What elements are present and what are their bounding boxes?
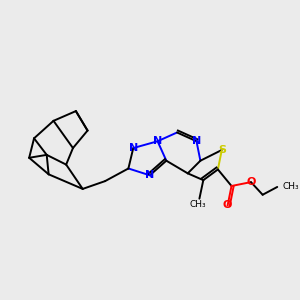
Text: N: N	[145, 170, 154, 180]
Text: CH₃: CH₃	[282, 182, 299, 191]
Text: N: N	[153, 136, 162, 146]
Text: N: N	[192, 136, 201, 146]
Text: O: O	[246, 177, 256, 187]
Text: CH₃: CH₃	[189, 200, 206, 209]
Text: S: S	[218, 145, 226, 155]
Text: N: N	[129, 143, 138, 153]
Text: O: O	[223, 200, 232, 210]
